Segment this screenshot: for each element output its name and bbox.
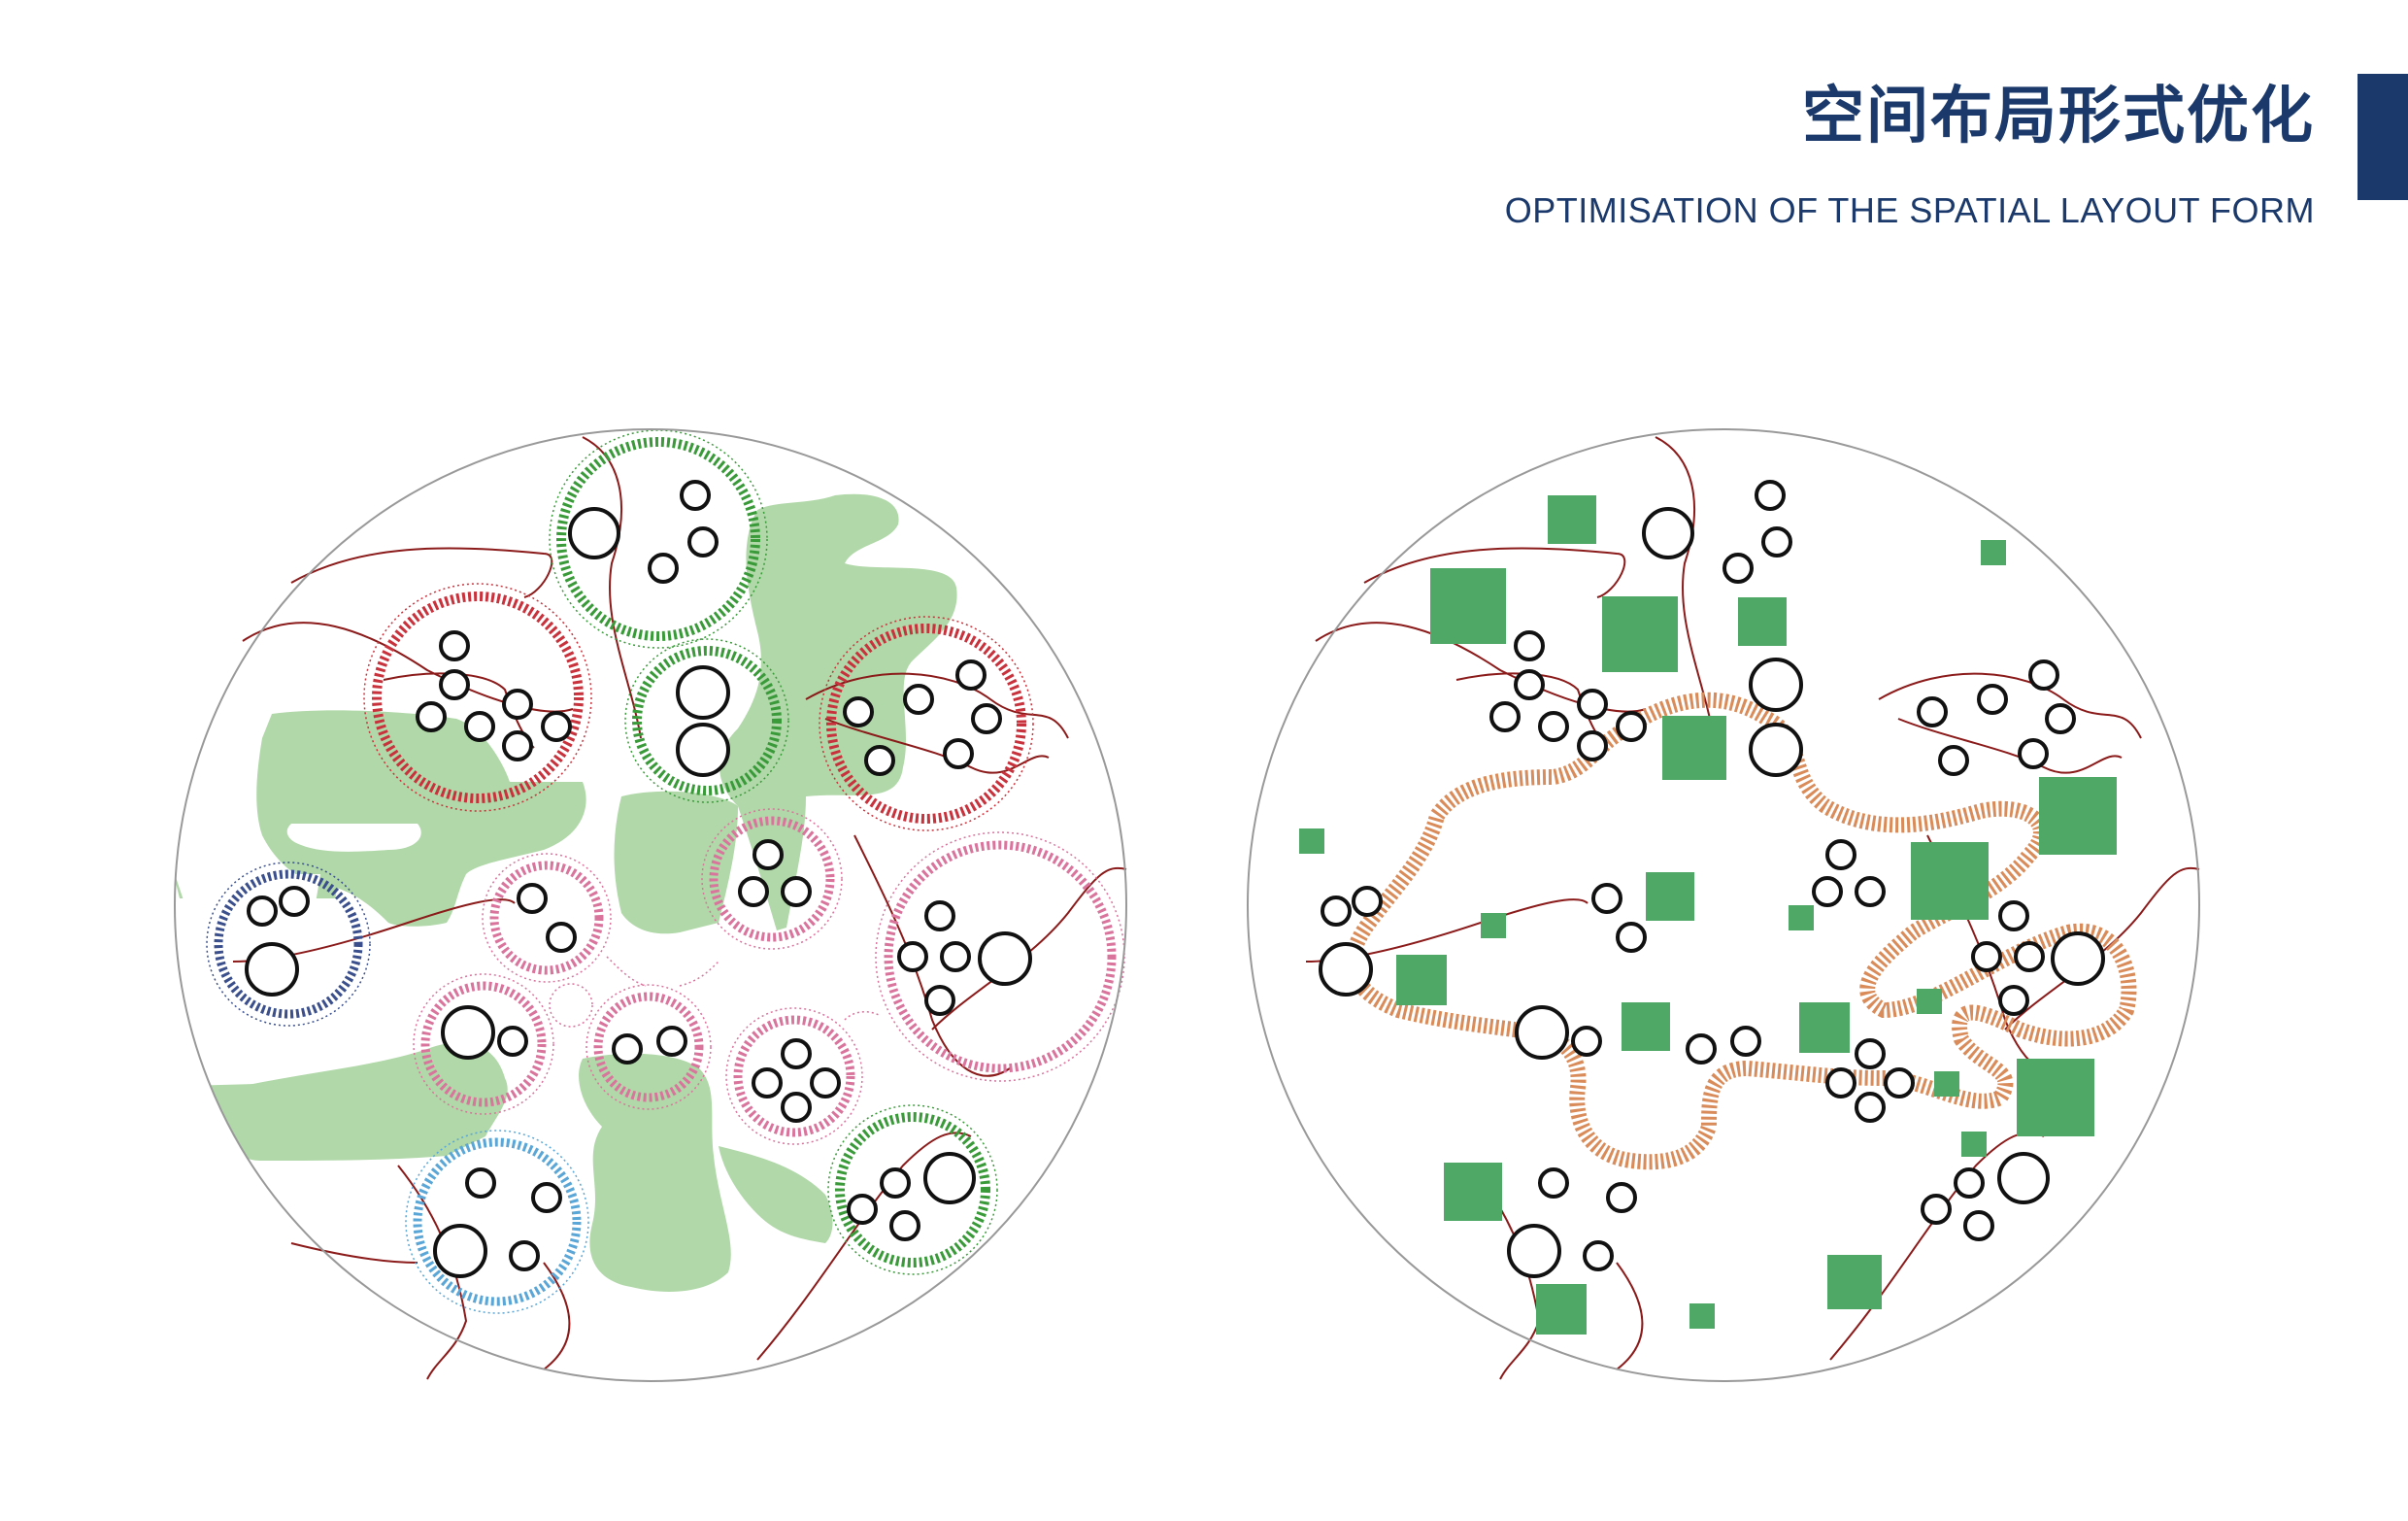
left-diagram <box>174 428 1127 1382</box>
left-green-clusters <box>549 429 998 1275</box>
orange-circulation-loop <box>1345 692 2137 1170</box>
left-blue-cluster <box>405 1130 589 1314</box>
right-green-blocks <box>1299 495 2117 1335</box>
left-red-clusters <box>363 583 1034 831</box>
left-boundary-circle <box>174 428 1127 1382</box>
right-diagram <box>1247 428 2200 1382</box>
accent-bar <box>2358 74 2408 200</box>
right-building-circles <box>1319 480 2105 1278</box>
left-pink-clusters <box>413 808 1125 1145</box>
page-title: 空间布局形式优化 <box>1802 81 2315 152</box>
page-subtitle: OPTIMISATION OF THE SPATIAL LAYOUT FORM <box>1504 190 2315 230</box>
left-navy-cluster <box>206 862 371 1027</box>
left-building-circles <box>245 480 1032 1278</box>
header: 空间布局形式优化 OPTIMISATION OF THE SPATIAL LAY… <box>1505 78 2315 231</box>
right-boundary-circle <box>1247 428 2200 1382</box>
